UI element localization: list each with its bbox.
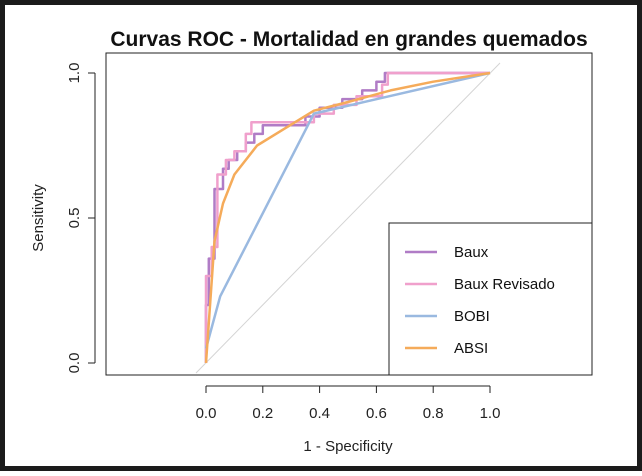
legend-label-bobi: BOBI bbox=[454, 308, 490, 325]
y-tick-label: 0.0 bbox=[66, 353, 83, 374]
legend: Baux Baux Revisado BOBI ABSI bbox=[388, 222, 593, 376]
y-tick-label: 0.5 bbox=[66, 208, 83, 229]
series-line-absi bbox=[204, 71, 491, 364]
series-layer bbox=[204, 71, 491, 364]
x-tick-label: 1.0 bbox=[480, 405, 501, 422]
legend-box bbox=[388, 222, 593, 376]
reference-layer bbox=[195, 62, 501, 374]
plot-area bbox=[105, 52, 593, 376]
axis-layer: 0.0 0.2 0.4 0.6 0.8 1.0 0.0 0.5 1.0 bbox=[66, 63, 500, 422]
x-tick-label: 0.6 bbox=[366, 405, 387, 422]
x-tick-label: 0.4 bbox=[309, 405, 330, 422]
x-axis-label: 1 - Specificity bbox=[303, 438, 393, 455]
chart-title: Curvas ROC - Mortalidad en grandes quema… bbox=[110, 28, 587, 51]
legend-label-absi: ABSI bbox=[454, 340, 488, 357]
x-tick-label: 0.0 bbox=[196, 405, 217, 422]
y-tick-label: 1.0 bbox=[66, 63, 83, 84]
y-axis-label: Sensitivity bbox=[30, 184, 47, 252]
series-line-baux bbox=[204, 71, 490, 363]
x-tick-label: 0.8 bbox=[423, 405, 444, 422]
x-tick-label: 0.2 bbox=[252, 405, 273, 422]
reference-diagonal bbox=[195, 62, 501, 374]
roc-chart: Curvas ROC - Mortalidad en grandes quema… bbox=[30, 28, 593, 455]
series-line-bobi bbox=[204, 71, 491, 349]
legend-label-baux-revisado: Baux Revisado bbox=[454, 276, 555, 293]
legend-label-baux: Baux bbox=[454, 244, 489, 261]
series-line-baux-revisado bbox=[204, 71, 490, 363]
